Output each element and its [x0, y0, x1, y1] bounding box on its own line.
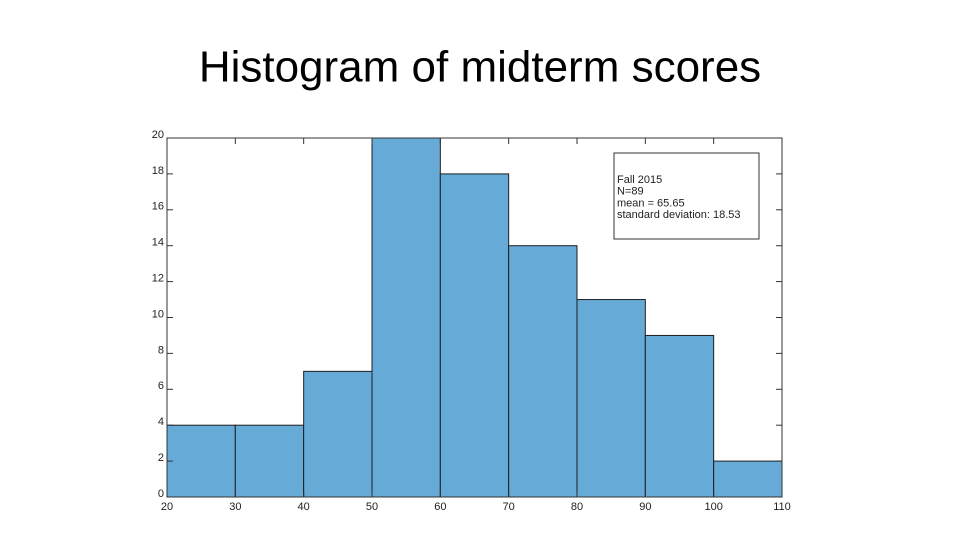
- annotation: Fall 2015: [617, 174, 662, 186]
- x-tick-label: 30: [229, 501, 241, 513]
- y-tick-label: 12: [152, 273, 164, 285]
- y-tick-label: 6: [158, 380, 164, 392]
- x-tick-label: 110: [773, 501, 791, 513]
- annotation: N=89: [617, 186, 644, 198]
- bar: [234, 424, 305, 498]
- bar: [166, 424, 236, 498]
- y-tick-label: 4: [158, 416, 164, 428]
- annotation-box: [613, 152, 760, 240]
- bar: [371, 137, 441, 498]
- x-tick-label: 90: [639, 501, 651, 513]
- y-tick-label: 18: [152, 165, 164, 177]
- bar: [576, 299, 646, 498]
- y-tick-label: 2: [158, 452, 164, 464]
- y-tick-label: 10: [152, 308, 164, 320]
- x-tick-label: 60: [434, 501, 446, 513]
- x-tick-label: 100: [704, 501, 722, 513]
- y-tick-label: 14: [152, 237, 164, 249]
- x-tick-label: 40: [298, 501, 310, 513]
- bar: [508, 245, 578, 498]
- x-tick-label: 70: [503, 501, 515, 513]
- y-tick-label: 20: [152, 129, 164, 141]
- bar: [439, 173, 510, 498]
- y-tick-label: 8: [158, 344, 164, 356]
- x-tick-label: 20: [161, 501, 173, 513]
- bar: [644, 334, 715, 498]
- y-tick-label: 16: [152, 201, 164, 213]
- x-tick-label: 80: [571, 501, 583, 513]
- chart-title: Histogram of midterm scores: [199, 43, 761, 92]
- x-tick-label: 50: [366, 501, 378, 513]
- bar: [713, 460, 783, 498]
- y-tick-label: 0: [158, 488, 164, 500]
- annotation: mean = 65.65: [617, 197, 685, 209]
- annotation: standard deviation: 18.53: [617, 209, 741, 221]
- bar: [303, 370, 373, 498]
